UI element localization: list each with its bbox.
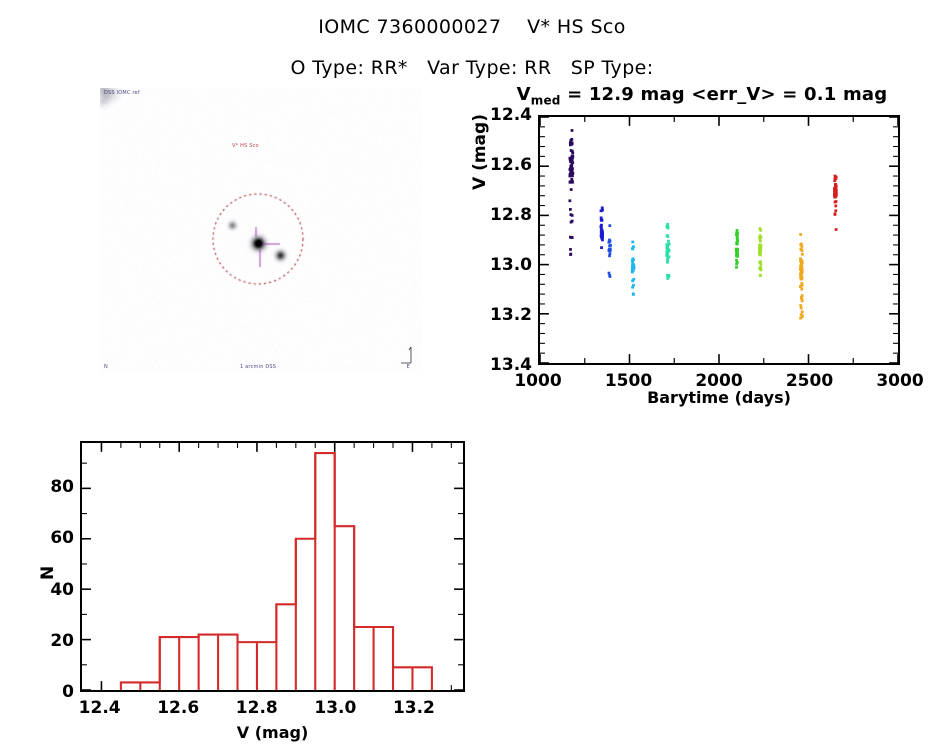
light-curve-y-axis-label: V (mag): [470, 114, 490, 190]
histogram-x-axis-label-wrap: V (mag): [80, 723, 465, 742]
magnitude-stats-line: Vmed = 12.9 mag <err_V> = 0.1 mag: [470, 84, 934, 108]
lc-cluster-epoch-6: [734, 229, 740, 269]
histogram-y-axis-label: N: [38, 565, 58, 580]
light-curve-plot: [538, 115, 900, 365]
light-curve-xtick-label: 2000: [695, 371, 743, 391]
light-curve-ytick-label: 13.0: [490, 255, 532, 275]
lc-cluster-epoch-8: [798, 233, 804, 320]
sky-label-survey: DSS IOMC ref: [104, 90, 140, 96]
light-curve-ytick-label: 13.4: [490, 355, 532, 375]
histogram-ytick-label: 60: [50, 528, 74, 549]
histogram-ytick-label: 20: [50, 630, 74, 651]
sky-label-east: E: [406, 364, 410, 370]
histogram-ytick-label: 0: [62, 682, 74, 702]
light-curve-ytick-label: 12.4: [490, 105, 532, 125]
lc-cluster-epoch-9: [832, 174, 838, 231]
sky-label-scale: 1 arcmin DSS: [240, 364, 277, 370]
light-curve-xtick-label: 3000: [876, 371, 924, 391]
light-curve-ytick-label: 12.6: [490, 155, 532, 175]
v-med-subscript: med: [530, 93, 561, 108]
lc-cluster-epoch-7: [757, 227, 763, 277]
object-types-line: O Type: RR* Var Type: RR SP Type:: [290, 57, 654, 79]
light-curve-x-axis-label: Barytime (days): [647, 388, 791, 407]
histogram-xtick-label: 12.8: [235, 698, 278, 718]
finding-chart-image: DSS IOMC ref V* HS Sco N 1 arcmin DSS E: [100, 88, 422, 373]
histogram-x-axis-label: V (mag): [236, 723, 309, 742]
compass-icon: [401, 346, 412, 364]
light-curve-svg: [540, 117, 898, 363]
lc-cluster-epoch-1: [568, 129, 575, 256]
v-med-rest: = 12.9 mag <err_V> = 0.1 mag: [560, 84, 888, 105]
lc-cluster-epoch-4: [630, 240, 636, 296]
sky-field-canvas: [100, 88, 422, 373]
histogram-xtick-label: 12.4: [78, 698, 121, 718]
magnitude-histogram-svg: [82, 443, 463, 690]
magnitude-histogram-plot: [80, 441, 465, 692]
sky-label-object-name: V* HS Sco: [232, 143, 259, 149]
histogram-xtick-label: 12.6: [157, 698, 200, 718]
light-curve-xtick-label: 2500: [785, 371, 834, 391]
v-med-symbol: V: [516, 84, 531, 105]
histogram-xtick-label: 13.0: [314, 698, 357, 718]
lc-cluster-epoch-3: [607, 224, 612, 278]
page-title: IOMC 7360000027 V* HS Sco: [318, 16, 626, 38]
light-curve-x-axis-label-wrap: Barytime (days): [538, 388, 900, 407]
light-curve-ytick-label: 12.8: [490, 205, 532, 225]
lc-cluster-epoch-2: [599, 206, 604, 250]
histogram-ytick-label: 40: [50, 579, 74, 600]
light-curve-xtick-label: 1500: [604, 371, 653, 391]
light-curve-ytick-label: 13.2: [490, 305, 532, 325]
histogram-xtick-label: 13.2: [392, 698, 435, 718]
histogram-ytick-label: 80: [50, 477, 74, 498]
sky-label-north: N: [104, 364, 108, 370]
lc-cluster-epoch-5: [665, 222, 671, 280]
light-curve-xtick-label: 1000: [514, 371, 562, 391]
